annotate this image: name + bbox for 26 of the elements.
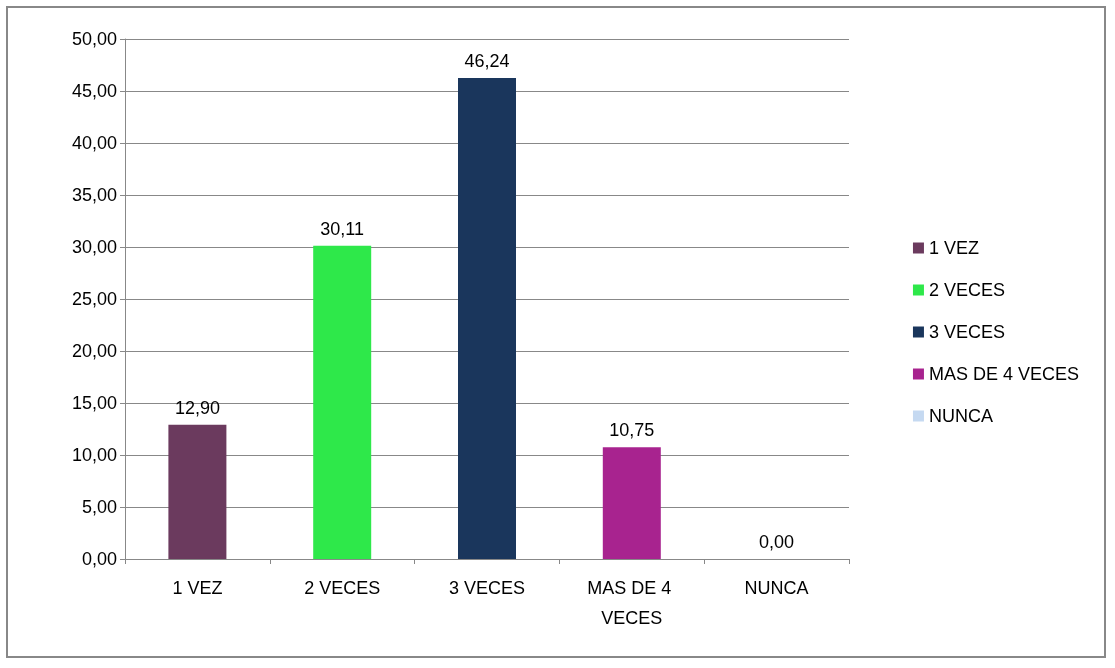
- x-tick-label: MAS DE 4 VECES: [587, 578, 677, 628]
- y-tick-label: 5,00: [81, 497, 117, 517]
- y-tick-label: 45,00: [71, 81, 117, 101]
- legend-label: 3 VECES: [928, 322, 1005, 342]
- data-label: 30,11: [320, 218, 365, 239]
- y-tick-label: 50,00: [71, 29, 117, 49]
- legend-label: 2 VECES: [928, 280, 1005, 300]
- x-tick-label: 2 VECES: [304, 578, 381, 598]
- y-tick-label: 20,00: [71, 341, 117, 361]
- y-tick-label: 25,00: [71, 289, 117, 309]
- y-tick-label: 0,00: [81, 549, 117, 569]
- x-tick-label: 3 VECES: [448, 578, 526, 598]
- data-label: 10,75: [609, 420, 655, 441]
- data-label: 12,90: [174, 397, 220, 418]
- legend-label: NUNCA: [928, 406, 993, 426]
- x-tick-label: 1 VEZ: [172, 578, 223, 598]
- legend-label: MAS DE 4 VECES: [928, 364, 1079, 384]
- y-tick-label: 15,00: [71, 393, 117, 413]
- y-tick-label: 30,00: [71, 237, 117, 257]
- x-tick-label: NUNCA: [744, 578, 809, 598]
- data-label: 46,24: [464, 51, 510, 72]
- legend-label: 1 VEZ: [928, 238, 979, 258]
- y-tick-label: 10,00: [71, 445, 117, 465]
- y-tick-label: 35,00: [71, 185, 117, 205]
- y-tick-label: 40,00: [71, 133, 117, 153]
- data-label: 0,00: [759, 532, 795, 552]
